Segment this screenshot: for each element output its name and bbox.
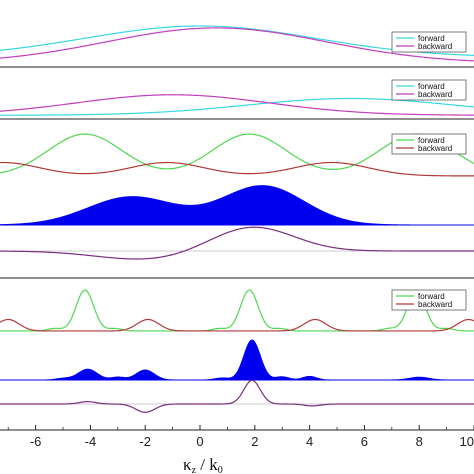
x-tick-label: 2 — [251, 434, 258, 449]
legend-label-forward: forward — [418, 136, 445, 145]
legend-box — [391, 133, 467, 155]
x-tick-label: 0 — [196, 434, 203, 449]
panel-6-series-forward — [0, 289, 474, 332]
panel-3-series-backward — [0, 161, 474, 177]
panel-7 — [0, 339, 474, 381]
panel-2-series-backward — [0, 94, 474, 116]
legend-label-forward: forward — [418, 292, 445, 301]
panel-8-series-s0 — [0, 379, 474, 413]
panel-6-series-backward — [0, 318, 474, 332]
x-tick-label: -2 — [139, 434, 151, 449]
x-tick-label: 6 — [361, 434, 368, 449]
panel-4-series-s0 — [0, 185, 474, 226]
panel-5 — [0, 226, 474, 279]
x-axis-label: κz / k0 — [183, 455, 223, 474]
legend-box — [391, 289, 467, 311]
chart-panels: forwardbackwardforwardbackwardforwardbac… — [0, 25, 474, 431]
panel-1-series-backward — [0, 27, 474, 62]
x-tick-label: 4 — [306, 434, 313, 449]
x-tick-label: 10 — [460, 434, 474, 449]
legend-label-forward: forward — [418, 82, 445, 91]
legend-box — [391, 79, 467, 101]
legend-label-backward: backward — [418, 300, 452, 309]
panel-2-series-forward — [0, 97, 474, 116]
legend-label-forward: forward — [418, 34, 445, 43]
legend-box — [391, 31, 467, 53]
panel-4 — [0, 185, 474, 226]
legend-label-backward: backward — [418, 144, 452, 153]
x-axis: -6 -4 -2 0 2 4 6 8 10 — [7, 425, 474, 449]
x-tick-label: -4 — [85, 434, 97, 449]
legend-label-backward: backward — [418, 42, 452, 51]
x-tick-label: -6 — [30, 434, 42, 449]
panel-8 — [0, 379, 474, 431]
legend-label-backward: backward — [418, 90, 452, 99]
panel-5-series-s0 — [0, 226, 474, 260]
panel-7-series-s0 — [0, 339, 474, 381]
x-tick-label: 8 — [416, 434, 423, 449]
